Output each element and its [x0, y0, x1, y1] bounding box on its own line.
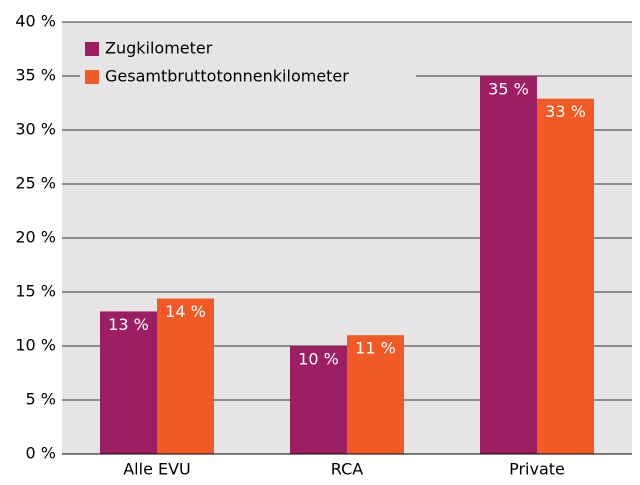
bar	[537, 98, 594, 455]
y-tick-label: 5 %	[26, 390, 56, 409]
y-tick-label: 35 %	[15, 66, 56, 85]
legend-box	[80, 36, 416, 92]
x-tick-label: RCA	[331, 460, 363, 479]
y-tick-label: 10 %	[15, 336, 56, 355]
data-label: 11 %	[355, 339, 396, 358]
bar	[480, 76, 537, 454]
y-tick-label: 20 %	[15, 228, 56, 247]
y-tick-label: 0 %	[26, 444, 56, 463]
bar	[157, 298, 214, 454]
bar	[290, 346, 347, 454]
y-tick-label: 30 %	[15, 120, 56, 139]
legend-swatch	[85, 42, 99, 56]
y-tick-label: 25 %	[15, 174, 56, 193]
data-label: 33 %	[545, 102, 586, 121]
y-tick-label: 40 %	[15, 12, 56, 31]
data-label: 14 %	[165, 302, 206, 321]
legend-label: Zugkilometer	[105, 39, 213, 58]
x-tick-label: Alle EVU	[123, 460, 191, 479]
data-label: 13 %	[108, 315, 149, 334]
y-tick-label: 15 %	[15, 282, 56, 301]
bar	[100, 311, 157, 454]
data-label: 10 %	[298, 350, 339, 369]
legend-label: Gesamtbruttotonnenkilometer	[105, 67, 349, 86]
x-tick-label: Private	[509, 460, 565, 479]
data-label: 35 %	[488, 80, 529, 99]
bar	[347, 335, 404, 454]
legend-swatch	[85, 70, 99, 84]
